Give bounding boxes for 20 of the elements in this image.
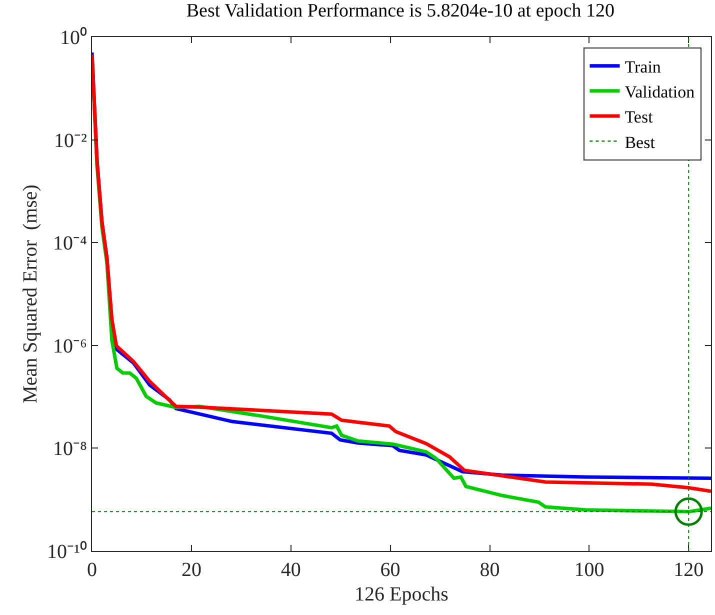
x-tick-label: 20 <box>181 559 202 581</box>
x-tick-label: 120 <box>674 559 704 581</box>
legend-label: Best <box>624 132 656 152</box>
x-tick-label: 80 <box>480 559 500 581</box>
x-tick-label: 100 <box>574 559 604 581</box>
chart-title: Best Validation Performance is 5.8204e-10 at epoch 120 <box>186 0 614 22</box>
y-tick-label: 10⁻⁴ <box>53 232 88 255</box>
x-tick-label: 40 <box>280 559 301 581</box>
x-axis-title: 126 Epochs <box>354 584 449 606</box>
y-tick-label: 10⁻¹⁰ <box>47 540 87 563</box>
x-tick-label: 60 <box>380 559 400 581</box>
legend-label: Test <box>624 108 654 127</box>
y-tick-label: 10⁻⁸ <box>53 438 88 460</box>
legend-label: Train <box>624 57 662 76</box>
x-tick-label: 0 <box>87 559 97 581</box>
legend-label: Validation <box>624 82 696 102</box>
y-axis-title: Mean Squared Error (mse) <box>20 184 42 404</box>
y-tick-label: 10⁻⁶ <box>53 335 88 358</box>
y-tick-label: 10⁰ <box>60 26 87 49</box>
y-tick-label: 10⁻² <box>54 130 87 152</box>
